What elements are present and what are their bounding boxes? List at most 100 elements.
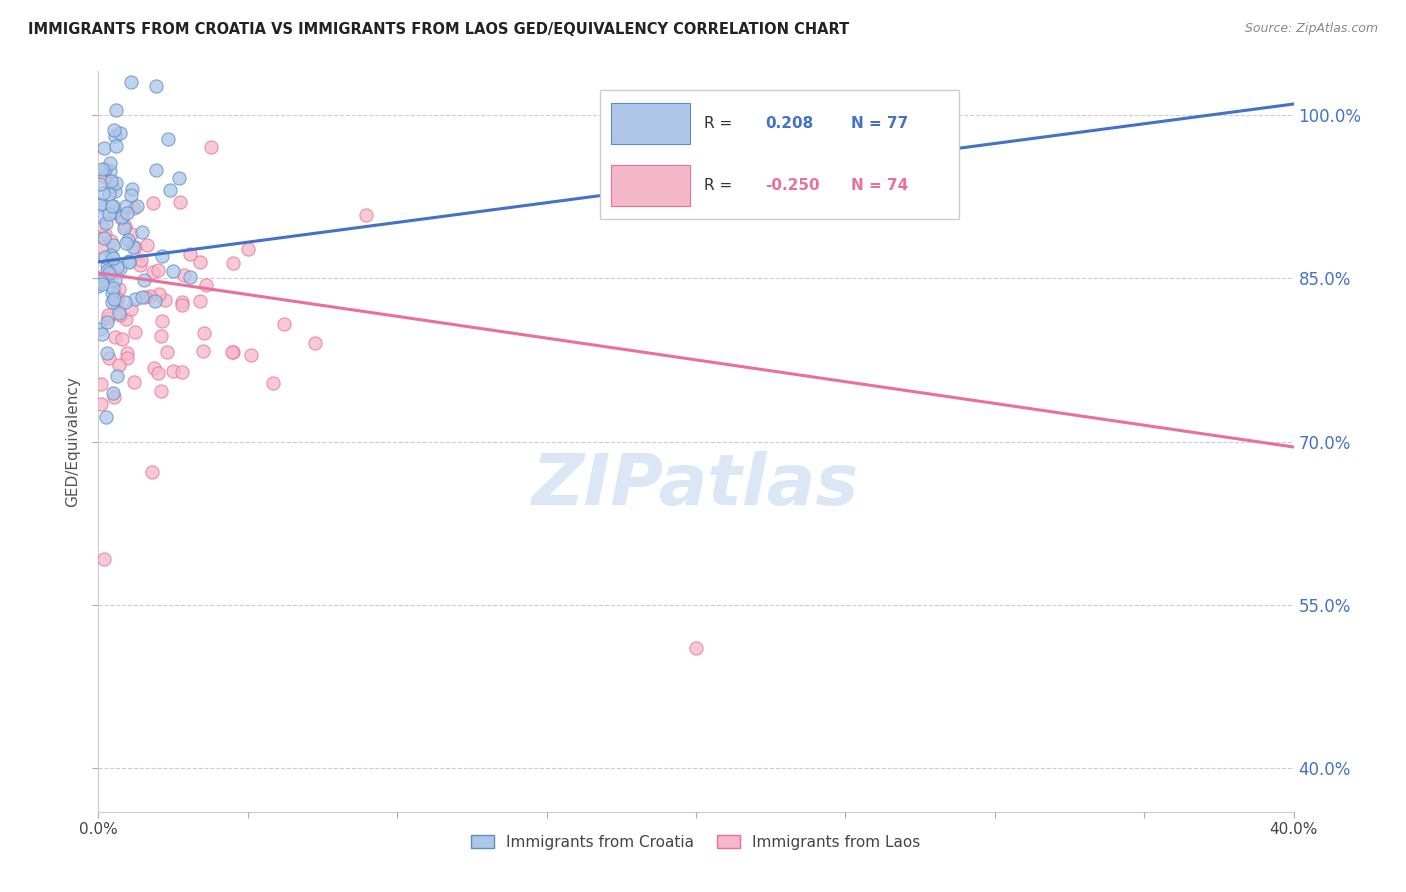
Point — [96, 263, 118, 277]
Point — [112, 221, 135, 235]
Point — [148, 286, 170, 301]
Point — [131, 225, 153, 239]
Point — [145, 163, 167, 178]
Point — [90, 377, 112, 392]
Point — [142, 360, 165, 375]
Point — [100, 248, 122, 262]
Point — [195, 278, 218, 293]
Text: IMMIGRANTS FROM CROATIA VS IMMIGRANTS FROM LAOS GED/EQUIVALENCY CORRELATION CHAR: IMMIGRANTS FROM CROATIA VS IMMIGRANTS FR… — [28, 22, 849, 37]
Point — [162, 263, 184, 277]
Point — [90, 277, 112, 291]
Point — [96, 346, 118, 360]
Point — [107, 292, 129, 306]
Point — [107, 282, 129, 296]
Point — [146, 366, 169, 380]
Point — [159, 183, 181, 197]
Point — [685, 641, 707, 656]
Point — [89, 178, 111, 192]
Text: Source: ZipAtlas.com: Source: ZipAtlas.com — [1244, 22, 1378, 36]
Point — [120, 75, 142, 89]
Point — [262, 376, 284, 391]
Point — [162, 364, 184, 378]
Point — [93, 231, 115, 245]
Point — [93, 162, 115, 177]
Point — [131, 290, 153, 304]
Point — [108, 358, 131, 372]
Point — [101, 286, 124, 301]
Point — [90, 396, 112, 410]
Point — [97, 310, 120, 325]
Point — [115, 235, 138, 250]
Point — [150, 329, 173, 343]
Point — [94, 216, 117, 230]
Point — [103, 122, 125, 136]
Point — [222, 255, 245, 269]
Point — [101, 178, 124, 193]
Point — [105, 139, 128, 153]
Point — [172, 298, 194, 312]
Point — [100, 199, 122, 213]
Point — [145, 79, 167, 94]
Point — [120, 188, 142, 202]
Point — [100, 268, 122, 282]
Point — [93, 141, 115, 155]
Point — [139, 289, 162, 303]
Point — [97, 308, 120, 322]
Point — [114, 219, 136, 234]
Point — [153, 293, 176, 307]
Point — [103, 386, 125, 401]
Point — [103, 292, 125, 306]
Point — [131, 252, 153, 267]
Point — [136, 237, 159, 252]
Point — [103, 390, 125, 404]
Point — [141, 265, 163, 279]
Point — [115, 312, 138, 326]
Point — [114, 199, 136, 213]
Point — [200, 139, 222, 153]
Point — [115, 346, 138, 360]
Point — [100, 174, 122, 188]
Point — [96, 315, 118, 329]
Point — [105, 176, 128, 190]
Point — [173, 268, 195, 282]
Point — [222, 345, 245, 359]
Point — [118, 253, 141, 268]
Point — [221, 344, 243, 359]
Point — [104, 329, 127, 343]
Point — [150, 314, 173, 328]
Point — [90, 274, 112, 288]
Point — [94, 410, 117, 425]
Point — [97, 207, 120, 221]
Point — [91, 219, 114, 233]
Point — [169, 195, 191, 210]
Point — [238, 243, 260, 257]
Point — [91, 162, 114, 177]
Point — [179, 270, 201, 285]
Point — [193, 344, 215, 359]
Point — [129, 258, 152, 272]
Point — [156, 132, 179, 146]
Point — [107, 306, 129, 320]
Point — [87, 209, 110, 223]
Point — [122, 240, 145, 254]
Point — [179, 247, 201, 261]
Point — [188, 255, 211, 269]
Point — [103, 251, 125, 265]
Point — [111, 332, 134, 346]
Point — [142, 195, 165, 210]
Point — [107, 260, 129, 275]
Point — [91, 240, 114, 254]
Point — [115, 206, 138, 220]
Point — [96, 258, 118, 272]
Point — [240, 348, 263, 362]
Point — [304, 336, 326, 351]
Point — [93, 552, 115, 566]
Y-axis label: GED/Equivalency: GED/Equivalency — [65, 376, 80, 507]
Point — [354, 208, 377, 222]
Point — [117, 233, 139, 247]
Point — [122, 376, 145, 390]
Point — [101, 280, 124, 294]
Point — [120, 227, 142, 241]
Point — [124, 240, 146, 254]
Point — [104, 128, 127, 143]
